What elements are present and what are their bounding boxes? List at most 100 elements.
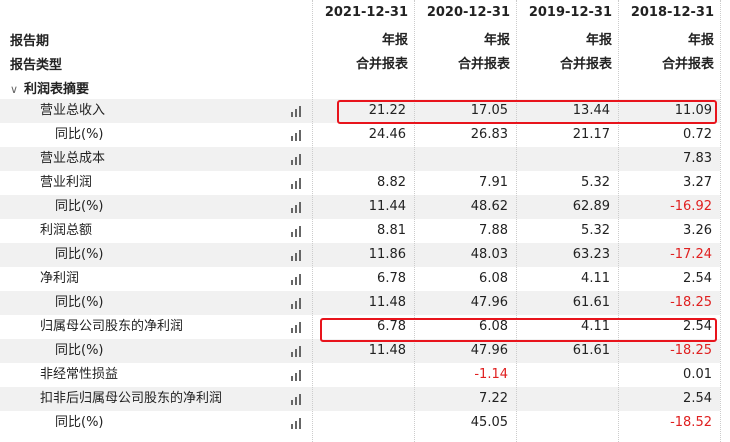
column-divider <box>720 0 721 442</box>
bar-chart-icon[interactable] <box>291 106 305 117</box>
cell-value: 48.62 <box>470 199 508 214</box>
column-header-type: 合并报表 <box>661 57 714 72</box>
cell-value: 7.22 <box>479 391 508 406</box>
cell-value: 62.89 <box>572 199 610 214</box>
bar-chart-icon[interactable] <box>291 154 305 165</box>
cell-value: 2.54 <box>683 391 712 406</box>
cell-value: 26.83 <box>470 127 508 142</box>
row-label: 营业利润 <box>40 175 93 190</box>
bar-chart-icon[interactable] <box>291 130 305 141</box>
highlight-box <box>337 100 717 124</box>
chevron-down-icon[interactable]: ∨ <box>10 83 19 96</box>
column-header-type: 合并报表 <box>355 57 408 72</box>
table-row: 净利润 6.78 6.08 4.11 2.54 <box>0 267 720 291</box>
column-header-period: 年报 <box>483 33 510 48</box>
row-label: 营业总收入 <box>40 103 106 118</box>
table-row: 营业总成本 7.83 <box>0 147 720 171</box>
row-label: 同比(%) <box>55 127 104 142</box>
cell-value: 21.22 <box>368 103 406 118</box>
column-divider <box>414 0 415 442</box>
bar-chart-icon[interactable] <box>291 418 305 429</box>
bar-chart-icon[interactable] <box>291 226 305 237</box>
row-label: 利润总额 <box>40 223 93 238</box>
row-label: 同比(%) <box>55 199 104 214</box>
cell-value: 6.78 <box>377 319 406 334</box>
cell-value: 7.88 <box>479 223 508 238</box>
column-header-type: 合并报表 <box>457 57 510 72</box>
column-header-date: 2021-12-31 <box>324 5 408 20</box>
table-header: 报告期 报告类型 2021-12-31 年报 合并报表 2020-12-31 年报 合并报… <box>0 0 730 80</box>
table-row: 归属母公司股东的净利润 6.78 6.08 4.11 2.54 <box>0 315 720 339</box>
cell-value: 5.32 <box>581 175 610 190</box>
cell-value: 7.83 <box>683 151 712 166</box>
cell-value: -18.52 <box>670 415 712 430</box>
table-row: 同比(%) 45.05 -18.52 <box>0 411 720 435</box>
cell-value: 6.78 <box>377 271 406 286</box>
table-row: 营业总收入 21.22 17.05 13.44 11.09 <box>0 99 720 123</box>
column-header-period: 年报 <box>585 33 612 48</box>
cell-value: 13.44 <box>572 103 610 118</box>
bar-chart-icon[interactable] <box>291 394 305 405</box>
bar-chart-icon[interactable] <box>291 274 305 285</box>
bar-chart-icon[interactable] <box>291 370 305 381</box>
cell-value: 5.32 <box>581 223 610 238</box>
report-type-label: 报告类型 <box>10 58 63 73</box>
cell-value: -18.25 <box>670 343 712 358</box>
table-row: 非经常性损益 -1.14 0.01 <box>0 363 720 387</box>
cell-value: 6.08 <box>479 319 508 334</box>
bar-chart-icon[interactable] <box>291 178 305 189</box>
cell-value: 0.72 <box>683 127 712 142</box>
cell-value: 47.96 <box>470 343 508 358</box>
bar-chart-icon[interactable] <box>291 250 305 261</box>
bar-chart-icon[interactable] <box>291 346 305 357</box>
table-row: 同比(%) 11.48 47.96 61.61 -18.25 <box>0 291 720 315</box>
column-header-period: 年报 <box>381 33 408 48</box>
cell-value: -16.92 <box>670 199 712 214</box>
cell-value: 3.27 <box>683 175 712 190</box>
cell-value: 6.08 <box>479 271 508 286</box>
row-label: 同比(%) <box>55 295 104 310</box>
highlight-box <box>320 318 717 342</box>
cell-value: 0.01 <box>683 367 712 382</box>
table-row: 利润总额 8.81 7.88 5.32 3.26 <box>0 219 720 243</box>
column-header-type: 合并报表 <box>559 57 612 72</box>
cell-value: -18.25 <box>670 295 712 310</box>
cell-value: 63.23 <box>572 247 610 262</box>
cell-value: 61.61 <box>572 295 610 310</box>
bar-chart-icon[interactable] <box>291 298 305 309</box>
cell-value: 3.26 <box>683 223 712 238</box>
row-label: 同比(%) <box>55 247 104 262</box>
column-divider <box>312 0 313 442</box>
cell-value: 11.86 <box>368 247 406 262</box>
row-label: 营业总成本 <box>40 151 106 166</box>
cell-value: 24.46 <box>368 127 406 142</box>
column-divider <box>516 0 517 442</box>
bar-chart-icon[interactable] <box>291 202 305 213</box>
cell-value: 2.54 <box>683 319 712 334</box>
cell-value: 48.03 <box>470 247 508 262</box>
row-label: 净利润 <box>40 271 80 286</box>
table-row: 同比(%) 11.44 48.62 62.89 -16.92 <box>0 195 720 219</box>
column-header-period: 年报 <box>687 33 714 48</box>
cell-value: 61.61 <box>572 343 610 358</box>
cell-value: 21.17 <box>572 127 610 142</box>
cell-value: 8.81 <box>377 223 406 238</box>
column-header-date: 2018-12-31 <box>630 5 714 20</box>
cell-value: 4.11 <box>581 319 610 334</box>
table-row: 同比(%) 11.48 47.96 61.61 -18.25 <box>0 339 720 363</box>
row-label: 扣非后归属母公司股东的净利润 <box>40 391 223 406</box>
section-income-summary[interactable]: ∨ 利润表摘要 <box>0 80 730 99</box>
cell-value: 47.96 <box>470 295 508 310</box>
row-label: 归属母公司股东的净利润 <box>40 319 184 334</box>
table-row: 同比(%) 24.46 26.83 21.17 0.72 <box>0 123 720 147</box>
report-period-label: 报告期 <box>10 34 50 49</box>
cell-value: -17.24 <box>670 247 712 262</box>
cell-value: 11.48 <box>368 295 406 310</box>
cell-value: 11.09 <box>674 103 712 118</box>
cell-value: 8.82 <box>377 175 406 190</box>
table-row: 扣非后归属母公司股东的净利润 7.22 2.54 <box>0 387 720 411</box>
cell-value: 4.11 <box>581 271 610 286</box>
cell-value: 2.54 <box>683 271 712 286</box>
bar-chart-icon[interactable] <box>291 322 305 333</box>
column-header-date: 2019-12-31 <box>528 5 612 20</box>
